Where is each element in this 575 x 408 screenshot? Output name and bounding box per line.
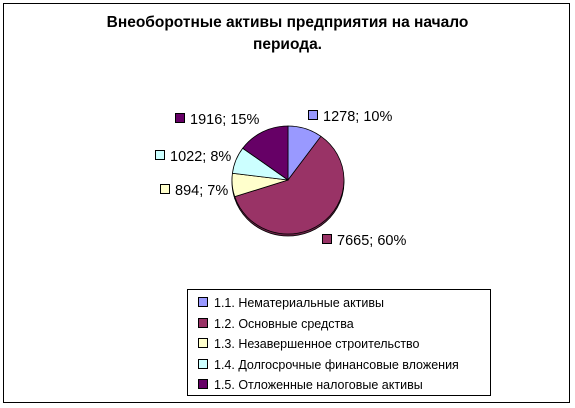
chart-title-line-2: периода.: [252, 36, 322, 53]
data-label-swatch: [175, 113, 185, 123]
legend: 1.1. Нематериальные активы 1.2. Основные …: [187, 289, 491, 396]
data-label-text: 1022; 8%: [170, 149, 232, 165]
chart-title-line-1: Внеоборотные активы предприятия на начал…: [106, 14, 469, 31]
legend-swatch: [198, 338, 208, 348]
data-label-swatch: [160, 184, 170, 194]
legend-label: 1.2. Основные средства: [214, 316, 354, 331]
legend-item-3: 1.3. Незавершенное строительство: [198, 337, 420, 351]
legend-item-4: 1.4. Долгосрочные финансовые вложения: [198, 358, 459, 372]
legend-item-5: 1.5. Отложенные налоговые активы: [198, 378, 423, 392]
legend-swatch: [198, 297, 208, 307]
data-label-text: 1916; 15%: [190, 112, 260, 128]
legend-label: 1.5. Отложенные налоговые активы: [214, 378, 423, 392]
legend-swatch: [198, 317, 208, 328]
data-label-3: 894; 7%: [160, 183, 228, 199]
data-label-5: 1916; 15%: [175, 112, 259, 128]
data-label-swatch: [308, 110, 318, 120]
pie-slice-5: [242, 125, 289, 181]
data-label-1: 1278; 10%: [308, 109, 392, 125]
legend-swatch: [198, 379, 208, 389]
legend-label: 1.4. Долгосрочные финансовые вложения: [214, 357, 459, 372]
legend-swatch: [198, 358, 208, 369]
data-label-2: 7665; 60%: [322, 233, 406, 249]
data-label-text: 7665; 60%: [337, 233, 407, 249]
data-label-text: 894; 7%: [175, 183, 229, 199]
data-label-4: 1022; 8%: [155, 149, 231, 165]
legend-item-2: 1.2. Основные средства: [198, 317, 354, 331]
chart-title: Внеоборотные активы предприятия на начал…: [0, 12, 575, 56]
legend-label: 1.3. Незавершенное строительство: [214, 337, 420, 351]
data-label-text: 1278; 10%: [323, 109, 393, 125]
legend-label: 1.1. Нематериальные активы: [214, 296, 385, 310]
pie-slice-2: [234, 135, 345, 235]
data-label-swatch: [322, 234, 332, 244]
data-label-swatch: [155, 150, 165, 160]
legend-item-1: 1.1. Нематериальные активы: [198, 296, 384, 310]
